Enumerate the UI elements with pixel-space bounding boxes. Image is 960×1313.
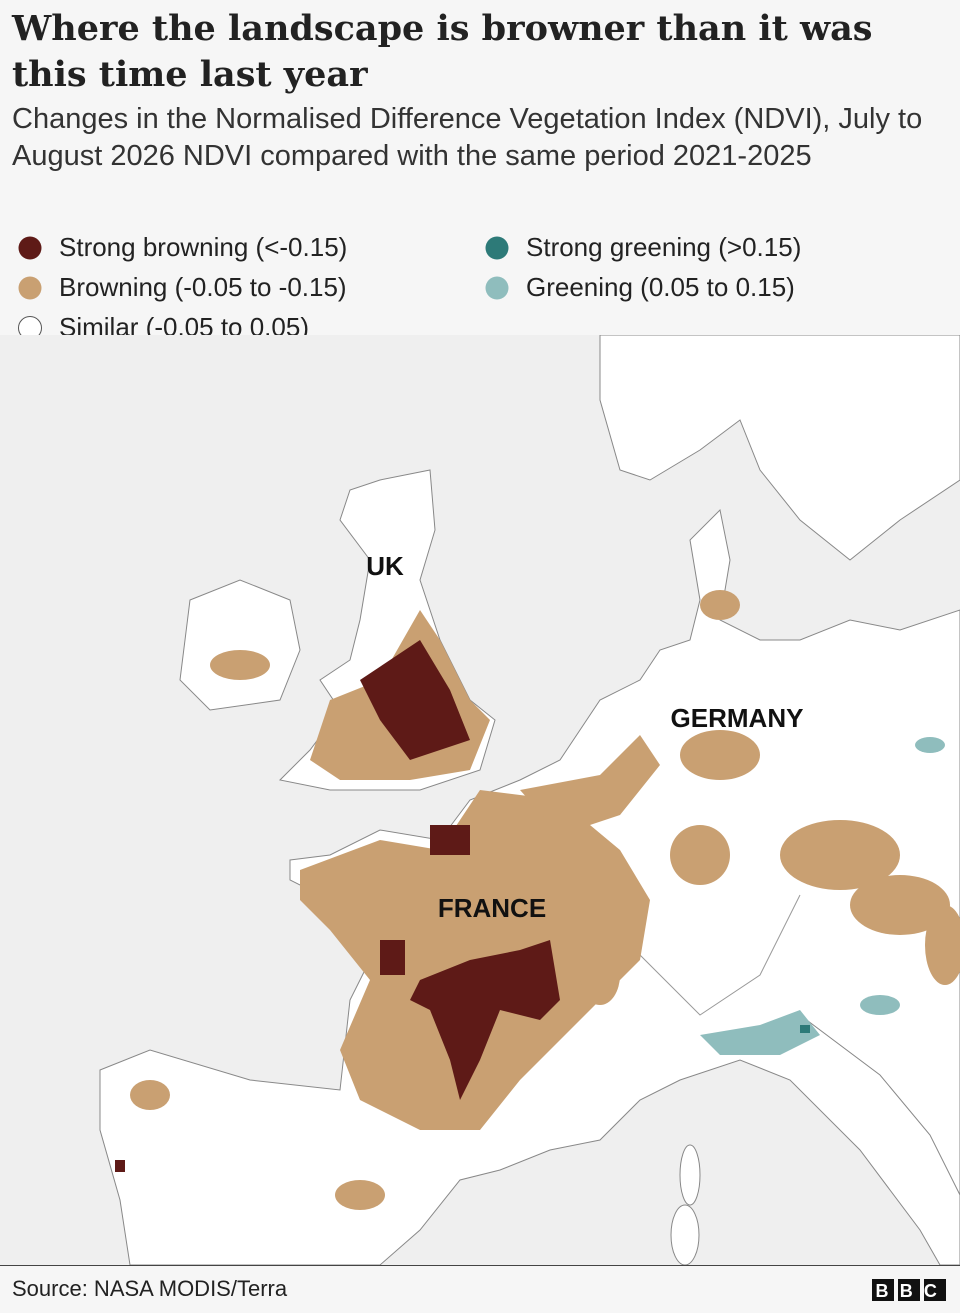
ndvi-patch: [360, 640, 470, 760]
logo-box: [898, 1279, 920, 1301]
source: Source: NASA MODIS/Terra: [12, 1276, 288, 1301]
map: UK GERMANY FRANCE: [0, 335, 960, 1265]
logo-box: [924, 1279, 946, 1301]
ndvi-patch: [410, 940, 560, 1100]
ndvi-patch: [520, 735, 660, 835]
title: Where the landscape is browner than it w…: [12, 8, 873, 95]
legend-label: Greening (0.05 to 0.15): [526, 272, 795, 302]
ndvi-patch: [800, 1025, 810, 1033]
logo-text: BBC: [876, 1281, 949, 1301]
ndvi-patch: [700, 590, 740, 620]
ndvi-patch: [860, 995, 900, 1015]
ndvi-patch: [115, 1160, 125, 1172]
logo-box: [872, 1279, 894, 1301]
ndvi-patch: [380, 940, 405, 975]
ndvi-patch: [130, 1080, 170, 1110]
ndvi-patch: [925, 905, 960, 985]
ndvi-patch: [670, 825, 730, 885]
country-label: GERMANY: [671, 703, 804, 733]
ndvi-patch: [780, 820, 900, 890]
country-label: UK: [366, 551, 404, 581]
legend: Strong browning (<-0.15) Browning (-0.05 …: [18, 232, 801, 340]
legend-label: Browning (-0.05 to -0.15): [59, 272, 347, 302]
ndvi-patch: [700, 1010, 820, 1055]
ndvi-patch: [680, 730, 760, 780]
legend-swatch: [485, 236, 509, 260]
ndvi-patch: [915, 737, 945, 753]
footer: Source: NASA MODIS/Terra BBC: [0, 1265, 960, 1313]
legend-swatch: [18, 276, 42, 300]
logo: BBC: [872, 1279, 949, 1301]
ndvi-patch: [430, 825, 470, 855]
ndvi-patch: [580, 945, 620, 1005]
legend-label: Strong browning (<-0.15): [59, 232, 347, 262]
legend-label: Strong greening (>0.15): [526, 232, 801, 262]
legend-swatch: [485, 276, 509, 300]
ndvi-patch: [335, 1180, 385, 1210]
ndvi-patches: [115, 590, 960, 1210]
legend-swatch: [18, 236, 42, 260]
ndvi-patch: [850, 875, 950, 935]
ndvi-patch: [210, 650, 270, 680]
subtitle: Changes in the Normalised Difference Veg…: [12, 103, 923, 172]
country-label: FRANCE: [438, 893, 546, 923]
